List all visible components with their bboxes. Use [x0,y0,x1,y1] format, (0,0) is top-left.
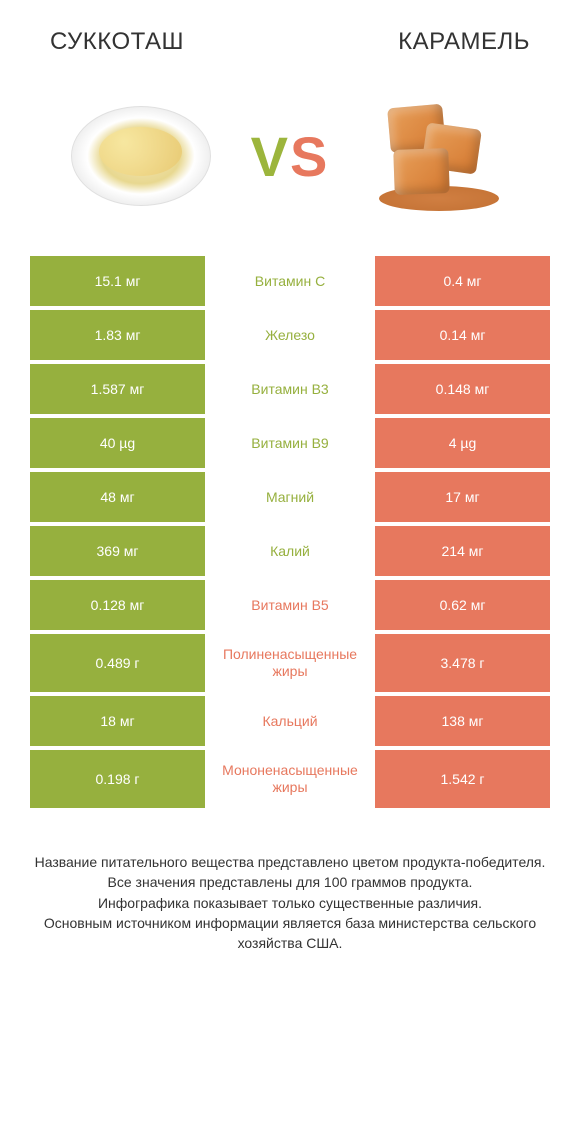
footer-line-4: Основным источником информации является … [30,913,550,954]
table-row: 48 мгМагний17 мг [30,472,550,522]
nutrition-table: 15.1 мгВитамин C0.4 мг1.83 мгЖелезо0.14 … [30,256,550,808]
nutrient-name-cell: Витамин B5 [205,580,375,630]
left-value-cell: 369 мг [30,526,205,576]
header: СУККОТАШ КАРАМЕЛЬ [0,0,580,66]
right-product-image [359,96,519,216]
left-value-cell: 0.128 мг [30,580,205,630]
nutrient-name-cell: Витамин C [205,256,375,306]
footer-line-2: Все значения представлены для 100 граммо… [30,872,550,892]
table-row: 1.83 мгЖелезо0.14 мг [30,310,550,360]
right-value-cell: 138 мг [375,696,550,746]
right-value-cell: 0.14 мг [375,310,550,360]
nutrient-name-cell: Мононенасыщенные жиры [205,750,375,808]
caramel-illustration [369,101,509,211]
footer-notes: Название питательного вещества представл… [0,812,580,953]
table-row: 40 µgВитамин B94 µg [30,418,550,468]
vs-section: VS [0,66,580,256]
vs-v: V [251,125,290,188]
right-product-title: КАРАМЕЛЬ [398,28,530,56]
right-value-cell: 17 мг [375,472,550,522]
left-value-cell: 15.1 мг [30,256,205,306]
right-value-cell: 214 мг [375,526,550,576]
left-value-cell: 0.489 г [30,634,205,692]
infographic-container: СУККОТАШ КАРАМЕЛЬ VS 15.1 мгВитамин C0.4… [0,0,580,953]
nutrient-name-cell: Витамин B9 [205,418,375,468]
right-value-cell: 0.148 мг [375,364,550,414]
right-value-cell: 0.4 мг [375,256,550,306]
left-value-cell: 48 мг [30,472,205,522]
table-row: 1.587 мгВитамин B30.148 мг [30,364,550,414]
table-row: 0.128 мгВитамин B50.62 мг [30,580,550,630]
left-product-image [61,96,221,216]
table-row: 0.198 гМононенасыщенные жиры1.542 г [30,750,550,808]
nutrient-name-cell: Полиненасыщенные жиры [205,634,375,692]
left-value-cell: 1.587 мг [30,364,205,414]
nutrient-name-cell: Калий [205,526,375,576]
table-row: 15.1 мгВитамин C0.4 мг [30,256,550,306]
table-row: 18 мгКальций138 мг [30,696,550,746]
nutrient-name-cell: Витамин B3 [205,364,375,414]
vs-label: VS [251,124,330,189]
left-product-title: СУККОТАШ [50,28,184,56]
right-value-cell: 1.542 г [375,750,550,808]
left-value-cell: 18 мг [30,696,205,746]
table-row: 369 мгКалий214 мг [30,526,550,576]
nutrient-name-cell: Железо [205,310,375,360]
footer-line-1: Название питательного вещества представл… [30,852,550,872]
nutrient-name-cell: Магний [205,472,375,522]
left-value-cell: 1.83 мг [30,310,205,360]
vs-s: S [290,125,329,188]
table-row: 0.489 гПолиненасыщенные жиры3.478 г [30,634,550,692]
footer-line-3: Инфографика показывает только существенн… [30,893,550,913]
left-value-cell: 40 µg [30,418,205,468]
right-value-cell: 3.478 г [375,634,550,692]
right-value-cell: 0.62 мг [375,580,550,630]
nutrient-name-cell: Кальций [205,696,375,746]
right-value-cell: 4 µg [375,418,550,468]
left-value-cell: 0.198 г [30,750,205,808]
succotash-illustration [71,106,211,206]
